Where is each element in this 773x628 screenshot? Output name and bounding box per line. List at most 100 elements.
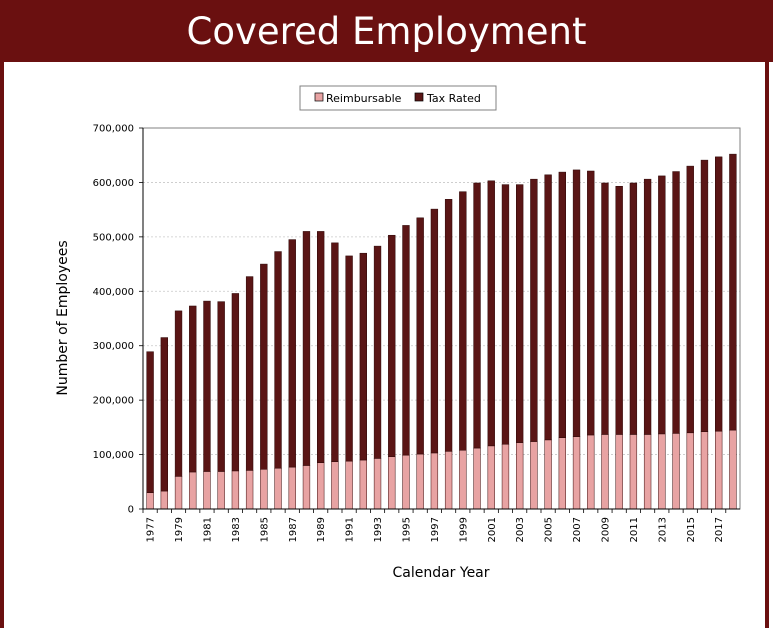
x-tick-label: 1981	[202, 517, 213, 542]
bar-tax-rated-2003	[516, 184, 524, 443]
x-axis-title: Calendar Year	[392, 565, 489, 581]
bar-tax-rated-2011	[629, 182, 638, 435]
bar-tax-rated-2009	[601, 182, 609, 435]
bar-tax-rated-1979	[174, 310, 183, 477]
bar-reimbursable-1985	[260, 469, 268, 510]
bar-tax-rated-1989	[317, 231, 325, 463]
legend-box	[299, 85, 497, 111]
bar-tax-rated-1988	[302, 231, 311, 466]
bar-reimbursable-2007	[572, 436, 581, 510]
bar-reimbursable-2008	[587, 434, 595, 510]
bar-tax-rated-2010	[615, 185, 623, 435]
bar-reimbursable-1990	[331, 461, 339, 510]
bar-reimbursable-1982	[217, 471, 225, 510]
bar-tax-rated-1977	[146, 351, 154, 493]
bar-reimbursable-1978	[160, 490, 168, 510]
bar-reimbursable-2014	[672, 433, 680, 510]
bar-reimbursable-2010	[615, 434, 623, 510]
page-title: Covered Employment	[186, 10, 587, 53]
axes: 0 100,000 200,000 300,000 400,000 500,000 600,…	[93, 124, 740, 542]
y-tick-label: 500,000	[93, 232, 134, 243]
y-tick-label: 200,000	[93, 396, 134, 407]
bar-reimbursable-1999	[459, 449, 467, 510]
bar-tax-rated-2014	[672, 171, 680, 434]
bar-reimbursable-1991	[345, 460, 353, 510]
y-tick-label: 100,000	[93, 450, 134, 461]
bar-tax-rated-2007	[572, 169, 581, 437]
y-tick-label: 0	[128, 505, 134, 516]
bar-reimbursable-1992	[359, 459, 367, 510]
legend-swatch-reimbursable	[314, 92, 324, 102]
bar-reimbursable-2003	[516, 442, 524, 510]
x-tick-label: 1983	[231, 517, 242, 542]
bar-reimbursable-1989	[317, 462, 325, 510]
y-tick-label: 300,000	[93, 341, 134, 352]
bar-reimbursable-2017	[715, 430, 723, 510]
bar-reimbursable-1986	[274, 467, 282, 510]
bar-tax-rated-1987	[288, 239, 296, 468]
bar-reimbursable-2002	[501, 443, 510, 510]
bar-tax-rated-2004	[530, 178, 538, 442]
x-tick-label: 1987	[288, 517, 299, 542]
x-tick-label: 2005	[544, 517, 555, 542]
bar-tax-rated-1999	[459, 191, 467, 451]
y-tick-label: 600,000	[93, 178, 134, 189]
bar-tax-rated-1990	[331, 242, 339, 462]
bar-reimbursable-2006	[558, 437, 566, 510]
x-tick-label: 2001	[487, 517, 498, 542]
bar-reimbursable-1984	[245, 470, 254, 510]
bar-reimbursable-1981	[203, 471, 211, 510]
x-tick-label: 2003	[515, 517, 526, 542]
bar-tax-rated-1982	[217, 301, 225, 472]
x-tick-label: 2017	[714, 517, 725, 542]
bar-reimbursable-1997	[430, 452, 439, 510]
x-tick-label: 2009	[600, 517, 611, 542]
x-tick-label: 2013	[657, 517, 668, 542]
bar-reimbursable-1977	[146, 492, 154, 510]
bar-tax-rated-1993	[373, 245, 382, 459]
bar-tax-rated-1991	[345, 255, 353, 462]
bar-tax-rated-1997	[430, 208, 439, 454]
y-tick-label: 400,000	[93, 287, 134, 298]
bar-tax-rated-1994	[388, 234, 396, 457]
bar-tax-rated-1983	[231, 293, 240, 472]
y-axis-title: Number of Employees	[55, 240, 71, 395]
bars-layer	[146, 153, 737, 510]
bar-reimbursable-2013	[658, 433, 666, 510]
bar-tax-rated-1998	[444, 199, 453, 452]
legend: Reimbursable Tax Rated	[299, 85, 497, 111]
bar-tax-rated-1978	[160, 337, 168, 492]
bar-reimbursable-2001	[487, 445, 495, 510]
bar-reimbursable-2005	[544, 439, 552, 510]
bar-reimbursable-2018	[729, 429, 737, 510]
bar-reimbursable-1995	[402, 454, 410, 510]
bar-reimbursable-1983	[231, 470, 240, 510]
x-tick-label: 1977	[146, 517, 157, 542]
legend-label-tax-rated: Tax Rated	[426, 92, 481, 105]
x-tick-label: 1979	[174, 517, 185, 542]
bar-tax-rated-2015	[686, 165, 694, 434]
bar-reimbursable-1988	[302, 465, 311, 510]
bar-reimbursable-1994	[388, 456, 396, 510]
bar-reimbursable-1987	[288, 466, 296, 510]
x-tick-label: 2011	[629, 517, 640, 542]
bar-tax-rated-1996	[416, 217, 424, 455]
bar-tax-rated-2006	[558, 171, 566, 438]
grid-layer	[143, 182, 740, 455]
title-banner: Covered Employment	[0, 0, 773, 62]
bar-tax-rated-2018	[729, 153, 737, 431]
bar-tax-rated-2000	[473, 182, 481, 449]
bar-reimbursable-1980	[189, 471, 197, 510]
bar-tax-rated-2001	[487, 180, 495, 447]
bar-reimbursable-2011	[629, 434, 638, 510]
x-tick-label: 1993	[373, 517, 384, 542]
legend-label-reimbursable: Reimbursable	[326, 92, 402, 105]
bar-tax-rated-1980	[189, 305, 197, 473]
x-tick-label: 2007	[572, 517, 583, 542]
legend-swatch-tax-rated	[414, 92, 424, 102]
bar-reimbursable-1979	[174, 476, 183, 510]
x-tick-label: 1999	[458, 517, 469, 542]
x-tick-label: 1991	[345, 517, 356, 542]
bar-tax-rated-2017	[715, 156, 723, 432]
